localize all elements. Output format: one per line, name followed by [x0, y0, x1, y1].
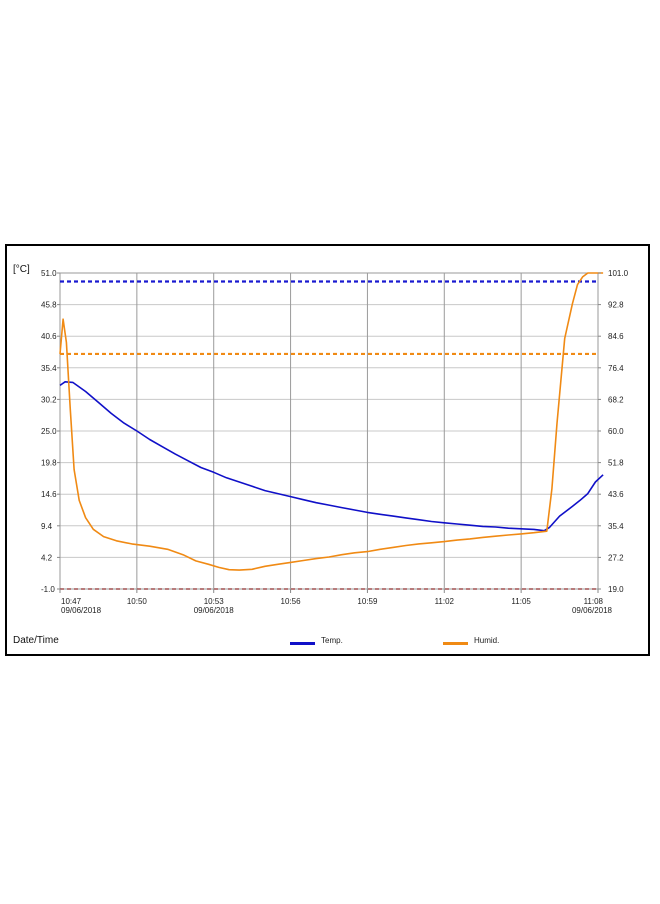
x-tick-date: 09/06/2018 [572, 606, 613, 615]
x-tick-label: 10:59 [357, 597, 378, 606]
legend: Temp. Humid. [290, 636, 499, 645]
x-tick-label: 10:47 [61, 597, 82, 606]
left-tick-label: 25.0 [41, 427, 57, 436]
x-tick-label: 11:02 [435, 597, 455, 606]
left-tick-label: 9.4 [41, 522, 53, 531]
right-tick-label: 35.4 [608, 522, 624, 531]
line-chart: 51.0 45.8 40.6 35.4 30.2 25.0 19.8 14.6 9.4 4.2 -1… [13, 264, 629, 646]
grid [59, 272, 599, 590]
left-tick-label: 14.6 [41, 490, 57, 499]
legend-label: Temp. [321, 636, 343, 645]
right-tick-label: 68.2 [608, 395, 624, 404]
left-tick-label: 19.8 [41, 459, 57, 468]
right-tick-label: 76.4 [608, 364, 624, 373]
right-tick-label: 84.6 [608, 332, 624, 341]
x-tick-label: 10:50 [127, 597, 148, 606]
right-tick-label: 101.0 [608, 269, 629, 278]
left-tick-label: 40.6 [41, 332, 57, 341]
legend-swatch [290, 642, 315, 645]
series-line [59, 381, 604, 532]
left-axis-unit: [°C] [13, 264, 30, 275]
right-tick-label: 19.0 [608, 585, 624, 594]
x-tick-date: 09/06/2018 [61, 606, 102, 615]
left-tick-label: 4.2 [41, 553, 53, 562]
chart-frame: 51.0 45.8 40.6 35.4 30.2 25.0 19.8 14.6 9.4 4.2 -1… [5, 244, 650, 656]
right-tick-label: 92.8 [608, 301, 624, 310]
right-tick-label: 43.6 [608, 490, 624, 499]
limit-lines [60, 280, 598, 590]
x-tick-date: 09/06/2018 [194, 606, 235, 615]
series-lines [59, 272, 604, 571]
x-tick-label: 10:53 [204, 597, 225, 606]
axes: 51.0 45.8 40.6 35.4 30.2 25.0 19.8 14.6 9.4 4.2 -1… [41, 269, 629, 615]
legend-label: Humid. [474, 636, 499, 645]
x-axis-label: Date/Time [13, 635, 59, 646]
series-line [59, 272, 604, 571]
right-tick-label: 27.2 [608, 553, 624, 562]
right-tick-label: 51.8 [608, 459, 624, 468]
legend-swatch [443, 642, 468, 645]
x-tick-label: 11:05 [511, 597, 531, 606]
right-tick-label: 60.0 [608, 427, 624, 436]
x-tick-label: 10:56 [281, 597, 302, 606]
x-tick-label: 11:08 [584, 597, 604, 606]
left-tick-label: 51.0 [41, 269, 57, 278]
left-tick-label: 35.4 [41, 364, 57, 373]
left-tick-label: 30.2 [41, 395, 57, 404]
left-tick-label: -1.0 [41, 585, 55, 594]
left-tick-label: 45.8 [41, 301, 57, 310]
